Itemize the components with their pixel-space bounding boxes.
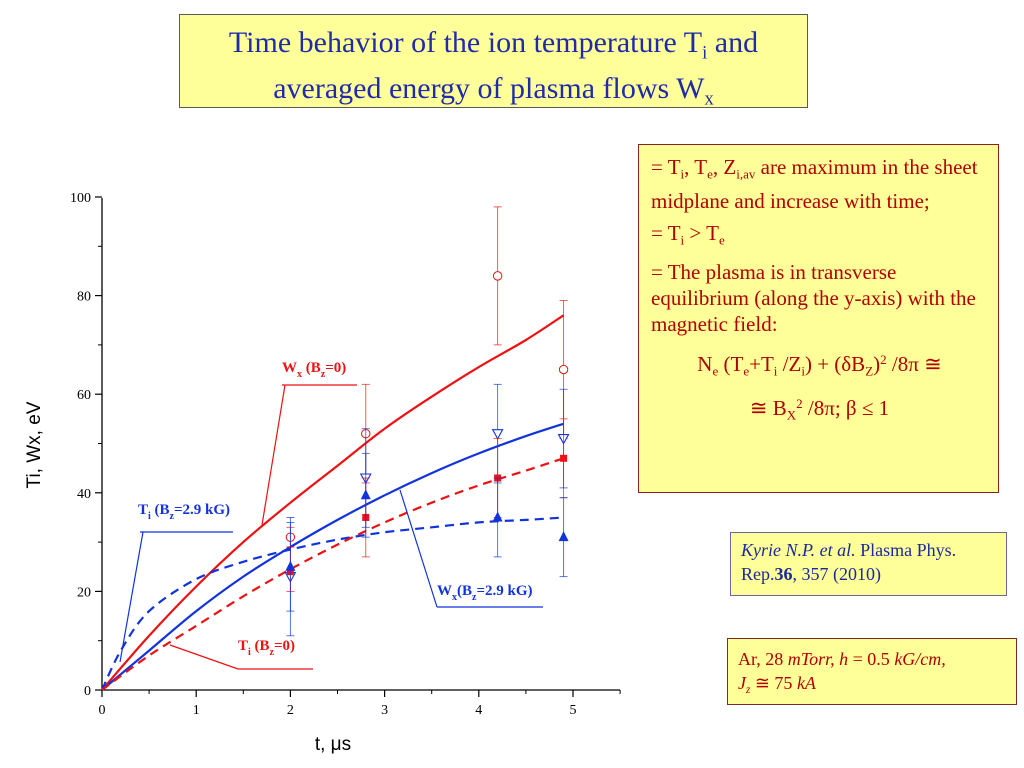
annotation-text-part: x (297, 369, 302, 380)
reference-journal: Plasma Phys. Rep. (741, 540, 957, 584)
y-tick-label: 20 (77, 585, 91, 600)
annotation-text-part: =0) (274, 638, 295, 654)
data-point-open-triangle (491, 429, 504, 440)
annotation-leader-line (399, 489, 438, 608)
annotation-leader-line (119, 531, 144, 663)
annotation-text-part: i (148, 511, 151, 522)
data-point-open-circle (492, 271, 503, 281)
equilibrium-equation-line-2: ≅ BX2 /8π; β ≤ 1 (749, 395, 890, 423)
annotation-text-part: W (437, 583, 452, 599)
y-axis-label: Ti, Wx, eV (24, 401, 45, 488)
reference-authors: Kyrie N.P. et al. (741, 540, 856, 560)
series-line-0 (101, 314, 565, 691)
data-point-filled-triangle (558, 531, 569, 542)
series-line-1 (101, 422, 564, 691)
annotation-text-part: i (248, 647, 251, 658)
annotation-text-part: z (270, 647, 275, 658)
conclusion-item-1: = Ti, Te, Zi,av are maximum in the sheet… (651, 155, 978, 213)
y-tick-label: 0 (84, 684, 91, 699)
conclusion-item-2: = Ti > Te (651, 220, 725, 248)
annotation-text-part: W (282, 360, 297, 376)
reference-pages: , 357 (2010) (792, 564, 882, 584)
annotation-text-part: z (170, 511, 175, 522)
data-point-filled-triangle (360, 489, 371, 500)
annotation-text-part: T (238, 638, 248, 654)
annotation-text-part: z (472, 592, 477, 603)
data-point-filled-square (560, 454, 568, 462)
annotation-text-part: =2.9 kG) (174, 502, 230, 518)
equilibrium-equation-line-1: Ne (Te+Ti /Zi) + (δBZ)2 /8π ≅ (697, 352, 942, 379)
annotation-wx29: Wx(Bz=2.9 kG) (437, 583, 533, 603)
x-tick-label: 0 (99, 703, 106, 718)
conditions-box: Ar, 28 mTorr, h = 0.5 kG/cm, Jz ≅ 75 kA (727, 638, 1017, 705)
annotation-text-part: (B (457, 583, 472, 599)
y-tick-label: 100 (70, 191, 91, 206)
annotation-text-part: (B (302, 360, 321, 376)
x-tick-label: 3 (381, 703, 388, 718)
x-tick-label: 5 (570, 703, 577, 718)
x-tick-label: 1 (193, 703, 200, 718)
x-axis-label: t, μs (315, 734, 351, 755)
y-tick-label: 80 (77, 290, 91, 305)
reference-volume: 36 (774, 564, 793, 584)
annotation-ti0: Ti (Bz=0) (238, 638, 295, 658)
x-tick-label: 2 (287, 703, 294, 718)
y-tick-label: 60 (77, 388, 91, 403)
y-tick-label: 40 (77, 487, 91, 502)
conclusion-item-3: = The plasma is in transverse equilibriu… (651, 260, 976, 337)
series-line-2 (101, 516, 564, 691)
series-line-3 (101, 457, 564, 691)
annotation-text-part: z (321, 369, 326, 380)
annotation-ti29: Ti (Bz=2.9 kG) (138, 502, 230, 522)
x-tick-label: 4 (475, 703, 482, 718)
slide-title: Time behavior of the ion temperature Ti … (179, 14, 808, 109)
title-line-1: Time behavior of the ion temperature Ti … (228, 26, 759, 64)
annotation-wx0: Wx (Bz=0) (282, 360, 346, 380)
data-point-filled-triangle (285, 560, 296, 571)
annotation-text-part: T (138, 502, 148, 518)
title-line-2: averaged energy of plasma flows Wx (273, 71, 714, 110)
data-point-filled-triangle (492, 511, 503, 522)
annotation-leader-line (261, 384, 286, 526)
annotation-text-part: =0) (325, 360, 346, 376)
data-point-open-circle (558, 364, 569, 375)
annotation-text-part: (B (151, 502, 170, 518)
annotation-text-part: x (452, 592, 457, 603)
annotation-text-part: (B (251, 638, 270, 654)
annotation-text-part: =2.9 kG) (476, 583, 532, 599)
annotation-leader-line (169, 644, 239, 670)
reference-box: Kyrie N.P. et al. Plasma Phys. Rep.36, 3… (730, 532, 1007, 596)
conclusions-box: = Ti, Te, Zi,av are maximum in the sheet… (638, 144, 999, 493)
